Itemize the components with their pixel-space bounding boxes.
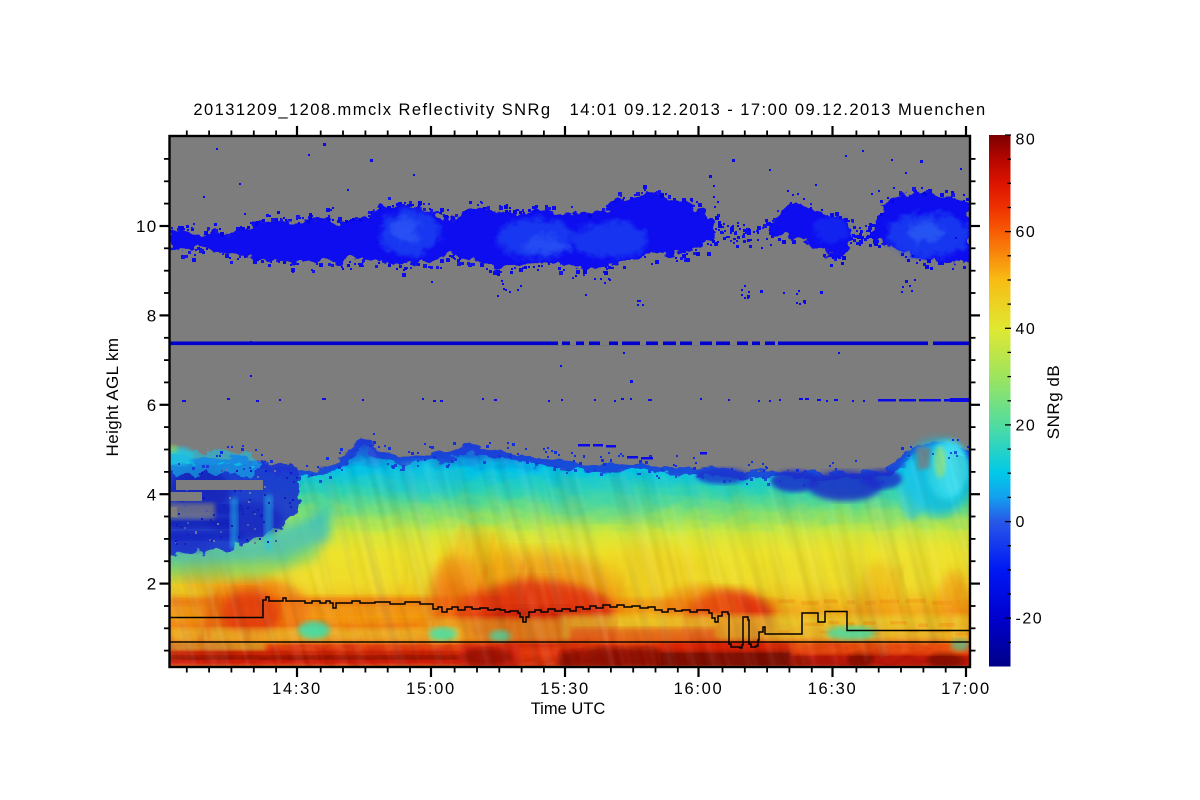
svg-text:17:00: 17:00 (941, 680, 991, 698)
svg-text:14:30: 14:30 (272, 680, 322, 698)
svg-text:16:00: 16:00 (674, 680, 724, 698)
svg-text:-20: -20 (1016, 611, 1044, 628)
svg-text:Time UTC: Time UTC (531, 700, 606, 718)
svg-text:60: 60 (1016, 224, 1037, 241)
svg-text:40: 40 (1016, 321, 1037, 338)
svg-text:8: 8 (147, 307, 158, 326)
svg-text:80: 80 (1016, 132, 1037, 149)
svg-text:Height AGL km: Height AGL km (103, 338, 122, 457)
svg-text:10: 10 (136, 217, 158, 236)
svg-text:4: 4 (147, 485, 158, 504)
svg-text:15:30: 15:30 (540, 680, 590, 698)
svg-text:16:30: 16:30 (808, 680, 858, 698)
svg-text:20: 20 (1016, 417, 1037, 434)
svg-text:6: 6 (147, 396, 158, 415)
svg-text:20131209_1208.mmclx Reflectivi: 20131209_1208.mmclx Reflectivity SNRg 14… (193, 101, 986, 119)
svg-text:15:00: 15:00 (406, 680, 456, 698)
svg-text:SNRg dB: SNRg dB (1044, 365, 1063, 439)
svg-text:2: 2 (147, 575, 158, 594)
svg-text:0: 0 (1016, 514, 1026, 531)
